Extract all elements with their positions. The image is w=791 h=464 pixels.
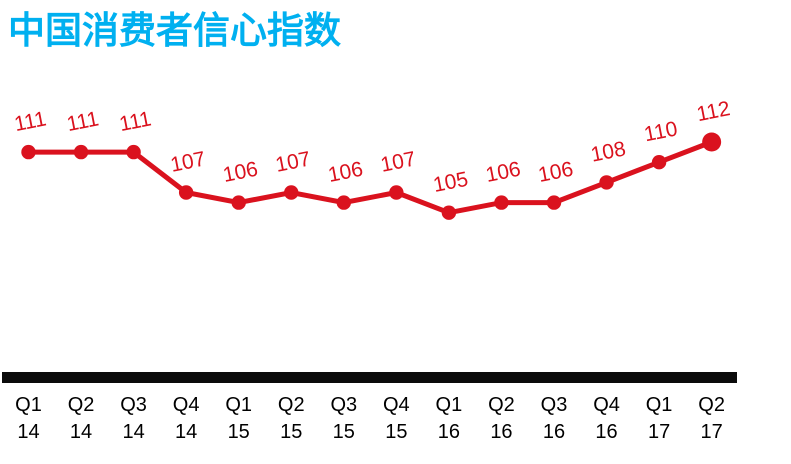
data-label: 110 [642,117,679,146]
data-point-marker [599,175,614,190]
data-point-marker [389,185,404,200]
x-tick-quarter: Q1 [225,394,253,416]
x-tick-quarter: Q2 [67,394,95,416]
data-point-marker [126,144,141,160]
x-tick-quarter: Q2 [488,394,515,416]
data-point-marker [178,185,194,200]
chart-title: 中国消费者信心指数 [8,10,341,51]
x-axis-tick-label: Q1 17 [627,392,691,446]
data-label: 107 [169,147,208,176]
x-tick-year: 17 [647,421,671,443]
x-tick-year: 16 [542,421,566,443]
x-axis-tick-label: Q3 15 [312,392,376,446]
x-tick-year: 15 [280,421,303,443]
x-tick-year: 16 [490,421,513,443]
data-label: 106 [536,158,575,187]
x-tick-quarter: Q1 [15,394,42,416]
series-line [28,139,713,216]
data-point-marker [441,205,457,220]
data-label: 111 [12,107,48,136]
data-point-marker [21,144,36,160]
x-axis-tick-label: Q3 14 [102,392,166,446]
x-tick-year: 15 [385,421,408,443]
x-tick-year: 16 [595,421,618,443]
x-tick-quarter: Q3 [540,394,568,416]
data-point-marker [284,185,299,200]
data-point-marker [651,155,667,170]
x-tick-quarter: Q1 [645,394,673,416]
data-label: 106 [484,158,523,187]
data-point-marker [702,132,722,152]
x-tick-year: 14 [175,421,198,443]
x-tick-year: 14 [17,421,40,443]
x-tick-year: 15 [227,421,250,443]
x-axis-tick-label: Q2 16 [469,392,533,446]
x-axis-tick-label: Q1 16 [417,392,481,446]
x-tick-quarter: Q2 [698,394,725,416]
x-tick-quarter: Q2 [277,394,305,416]
x-tick-quarter: Q4 [172,394,200,416]
x-tick-year: 14 [69,421,93,443]
x-tick-quarter: Q1 [435,394,463,416]
data-label: 111 [117,107,153,136]
x-axis-tick-label: Q4 15 [364,392,428,446]
data-label: 106 [326,158,365,187]
x-axis-tick-label: Q3 16 [522,392,586,446]
x-axis-tick-label: Q4 14 [154,392,218,446]
x-tick-quarter: Q3 [330,394,358,416]
x-axis-tick-label: Q1 14 [0,392,61,446]
x-axis-tick-label: Q2 15 [259,392,323,446]
x-axis-tick-label: Q4 16 [575,392,639,446]
x-axis-line [2,372,737,383]
data-point-marker [336,195,351,210]
x-tick-year: 15 [332,421,355,443]
data-label: 106 [221,158,260,187]
data-label: 108 [589,137,628,166]
data-label: 107 [274,147,313,176]
x-tick-year: 17 [700,421,723,443]
x-axis-tick-label: Q2 17 [680,392,744,446]
x-axis-tick-label: Q1 15 [207,392,271,446]
x-tick-quarter: Q3 [120,394,147,416]
data-point-marker [546,195,562,210]
x-tick-quarter: Q4 [593,394,620,416]
data-label: 105 [431,168,470,197]
data-label: 107 [379,147,418,176]
x-tick-quarter: Q4 [383,394,410,416]
data-point-marker [73,144,89,160]
x-tick-year: 14 [122,421,145,443]
data-label: 111 [65,107,101,136]
data-label: 112 [695,97,732,126]
data-point-marker [494,195,509,210]
x-axis-tick-label: Q2 14 [49,392,113,446]
x-tick-year: 16 [437,421,461,443]
data-point-marker [231,195,246,210]
